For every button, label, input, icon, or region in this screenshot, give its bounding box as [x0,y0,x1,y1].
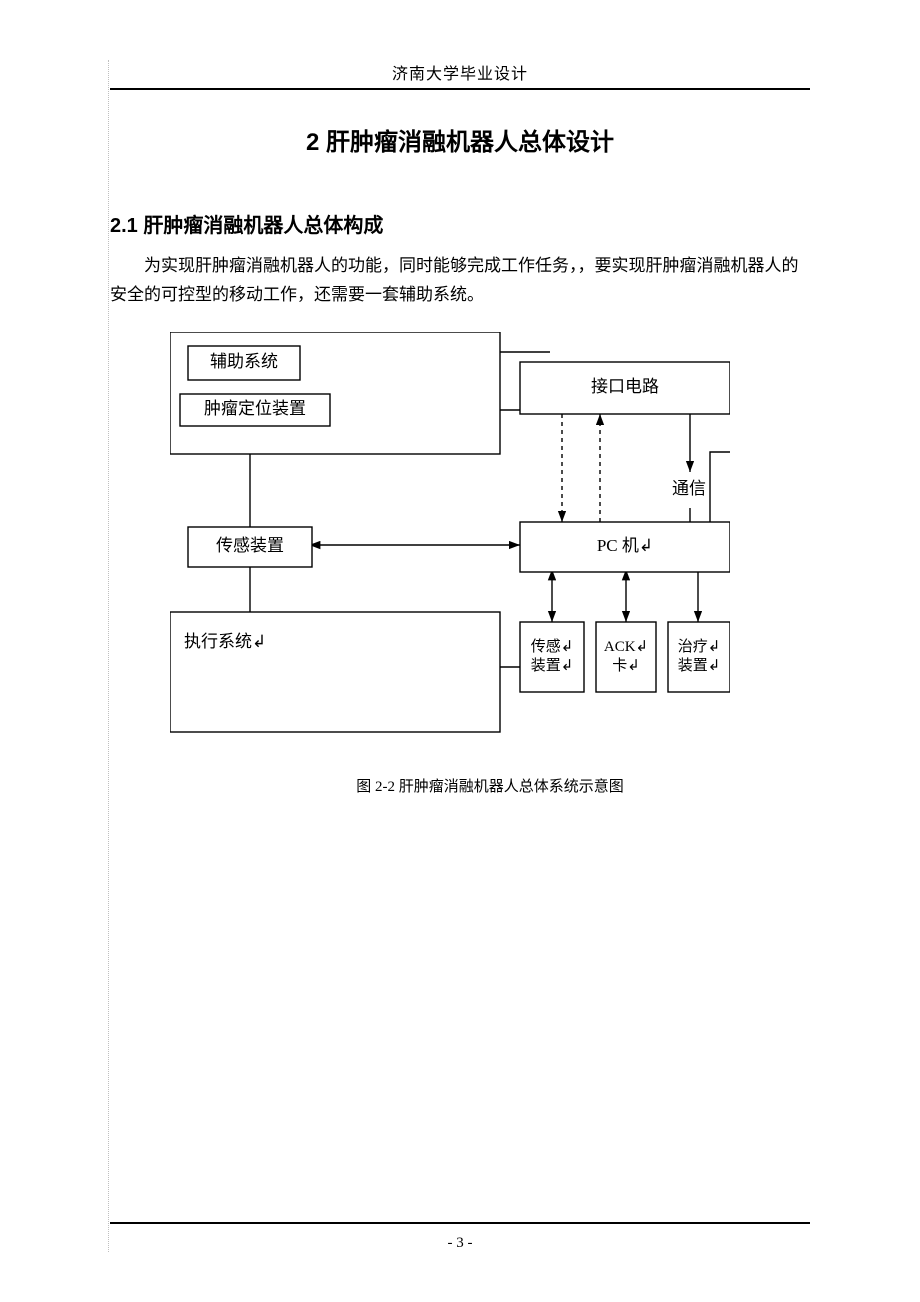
page: 济南大学毕业设计 2 肝肿瘤消融机器人总体设计 2.1 肝肿瘤消融机器人总体构成… [0,0,920,1302]
flowchart-svg: 辅助系统肿瘤定位装置 接口电路通信传感装置 PC 机↲ 执行系统↲ 传感↲ 装置↲ ACK↲… [170,332,730,752]
svg-text:肿瘤定位装置: 肿瘤定位装置 [204,399,306,418]
header-rule [110,88,810,90]
svg-text:传感装置: 传感装置 [216,536,284,555]
svg-text:ACK↲: ACK↲ [604,639,648,655]
margin-guide [108,60,109,1252]
section-title: 2.1 肝肿瘤消融机器人总体构成 [110,209,810,238]
running-header: 济南大学毕业设计 [110,60,810,84]
svg-text:装置↲: 装置↲ [678,657,721,674]
svg-text:传感↲: 传感↲ [531,638,574,655]
svg-text:治疗↲: 治疗↲ [678,638,721,655]
footer-rule [110,1222,810,1224]
figure-caption: 图 2-2 肝肿瘤消融机器人总体系统示意图 [170,775,810,796]
body-paragraph: 为实现肝肿瘤消融机器人的功能，同时能够完成工作任务，，要实现肝肿瘤消融机器人的安… [110,252,810,310]
svg-text:辅助系统: 辅助系统 [210,352,278,371]
svg-text:PC 机↲: PC 机↲ [597,536,653,555]
svg-text:卡↲: 卡↲ [612,657,640,674]
svg-text:装置↲: 装置↲ [531,657,574,674]
svg-text:执行系统↲: 执行系统↲ [184,632,266,651]
page-number: - 3 - [448,1235,473,1251]
figure-2-2: 辅助系统肿瘤定位装置 接口电路通信传感装置 PC 机↲ 执行系统↲ 传感↲ 装置↲ ACK↲… [170,332,810,796]
page-footer: - 3 - [0,1222,920,1252]
svg-text:接口电路: 接口电路 [591,377,659,396]
chapter-title: 2 肝肿瘤消融机器人总体设计 [110,122,810,157]
svg-text:通信: 通信 [672,479,706,498]
